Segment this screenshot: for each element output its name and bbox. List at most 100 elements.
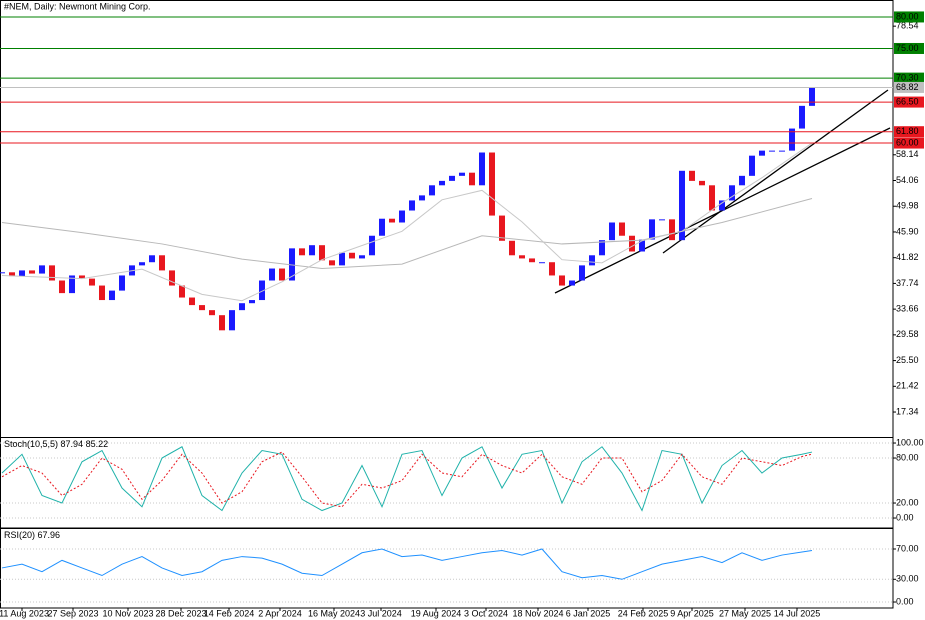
y-tick-label: 78.54 xyxy=(896,21,919,31)
candle xyxy=(149,255,155,263)
candle xyxy=(319,245,325,261)
level-label: 75.00 xyxy=(896,43,919,53)
x-tick-label: 9 Apr 2025 xyxy=(670,608,714,618)
candle xyxy=(499,215,505,241)
candle xyxy=(549,262,555,276)
candle xyxy=(429,185,435,196)
y-tick-label: 30.00 xyxy=(896,574,919,584)
x-tick-label: 24 Feb 2025 xyxy=(618,608,669,618)
x-tick-label: 2 Apr 2024 xyxy=(258,608,302,618)
y-tick-label: 70.00 xyxy=(896,543,919,553)
candle xyxy=(239,303,245,311)
chart-title: #NEM, Daily: Newmont Mining Corp. xyxy=(4,1,151,11)
candle xyxy=(579,265,585,281)
y-tick-label: 25.50 xyxy=(896,355,919,365)
x-tick-label: 10 Nov 2023 xyxy=(102,608,153,618)
y-tick-label: 17.34 xyxy=(896,406,919,416)
trendline xyxy=(662,89,889,254)
candle xyxy=(779,150,785,152)
indicator-name: Stoch(10,5,5) xyxy=(4,439,58,449)
candle xyxy=(709,185,715,211)
x-tick-label: 18 Nov 2024 xyxy=(512,608,563,618)
candle xyxy=(219,315,225,331)
level-tag xyxy=(894,11,924,23)
x-tick-label: 3 Jul 2024 xyxy=(360,608,402,618)
candle xyxy=(339,252,345,266)
candle xyxy=(209,310,215,316)
indicator-title: Stoch(10,5,5) 87.94 85.22 xyxy=(4,439,108,449)
candle xyxy=(119,275,125,291)
y-tick-label: 100.00 xyxy=(896,437,924,447)
indicator-value: 87.94 xyxy=(61,439,84,449)
y-tick-label: 29.58 xyxy=(896,329,919,339)
candle xyxy=(729,185,735,201)
candle xyxy=(99,285,105,301)
candle xyxy=(759,150,765,156)
candle xyxy=(489,152,495,216)
current-price-tag xyxy=(894,81,924,93)
candle xyxy=(19,270,25,277)
candle xyxy=(109,290,115,301)
candle xyxy=(739,175,745,186)
y-tick-label: 41.82 xyxy=(896,252,919,262)
candle xyxy=(679,170,685,241)
x-tick-label: 6 Jan 2025 xyxy=(566,608,611,618)
candle xyxy=(509,240,515,256)
level-label: 66.50 xyxy=(896,96,919,106)
x-tick-label: 14 Feb 2024 xyxy=(204,608,255,618)
y-tick-label: 37.74 xyxy=(896,278,919,288)
x-tick-label: 27 Sep 2023 xyxy=(47,608,98,618)
y-tick-label: 20.00 xyxy=(896,497,919,507)
current-price-label: 68.82 xyxy=(896,82,919,92)
level-label: 70.30 xyxy=(896,72,919,82)
level-tag xyxy=(894,72,924,84)
y-tick-label: 80.00 xyxy=(896,452,919,462)
candle xyxy=(719,200,725,211)
y-tick-label: 0.00 xyxy=(896,512,914,522)
candle xyxy=(179,285,185,298)
y-tick-label: 21.42 xyxy=(896,381,919,391)
candle xyxy=(469,172,475,186)
candle xyxy=(659,219,665,221)
moving-average xyxy=(1,142,813,302)
candle xyxy=(629,235,635,252)
candle xyxy=(809,87,815,106)
candle xyxy=(479,152,485,186)
candle xyxy=(199,305,205,311)
x-tick-label: 14 Jul 2025 xyxy=(774,608,821,618)
candle xyxy=(269,268,275,281)
indicator-name: RSI(20) xyxy=(4,530,35,540)
candle xyxy=(29,270,35,274)
candle xyxy=(359,255,365,259)
indicator-title: RSI(20) 67.96 xyxy=(4,530,60,540)
candle xyxy=(559,275,565,286)
candle xyxy=(309,245,315,256)
candle xyxy=(59,280,65,294)
candle xyxy=(569,280,575,286)
candle xyxy=(259,280,265,301)
candle xyxy=(159,255,165,271)
candle xyxy=(79,275,85,279)
indicator-value: 85.22 xyxy=(86,439,109,449)
candle xyxy=(699,180,705,186)
candle xyxy=(39,265,45,274)
candle xyxy=(299,248,305,256)
indicator-line xyxy=(1,548,813,580)
candle xyxy=(649,219,655,240)
x-tick-label: 11 Aug 2023 xyxy=(0,608,49,618)
candle xyxy=(329,260,335,266)
rsi-panel xyxy=(0,528,894,609)
level-label: 60.00 xyxy=(896,137,919,147)
level-label: 61.80 xyxy=(896,126,919,136)
candle xyxy=(139,262,145,266)
candle xyxy=(349,252,355,259)
y-tick-label: 45.90 xyxy=(896,226,919,236)
x-tick-label: 3 Oct 2024 xyxy=(464,608,508,618)
candle xyxy=(169,270,175,286)
x-tick-label: 16 May 2024 xyxy=(308,608,360,618)
candle xyxy=(529,258,535,263)
level-tag xyxy=(894,137,924,149)
candle xyxy=(589,255,595,266)
y-tick-label: 54.06 xyxy=(896,175,919,185)
